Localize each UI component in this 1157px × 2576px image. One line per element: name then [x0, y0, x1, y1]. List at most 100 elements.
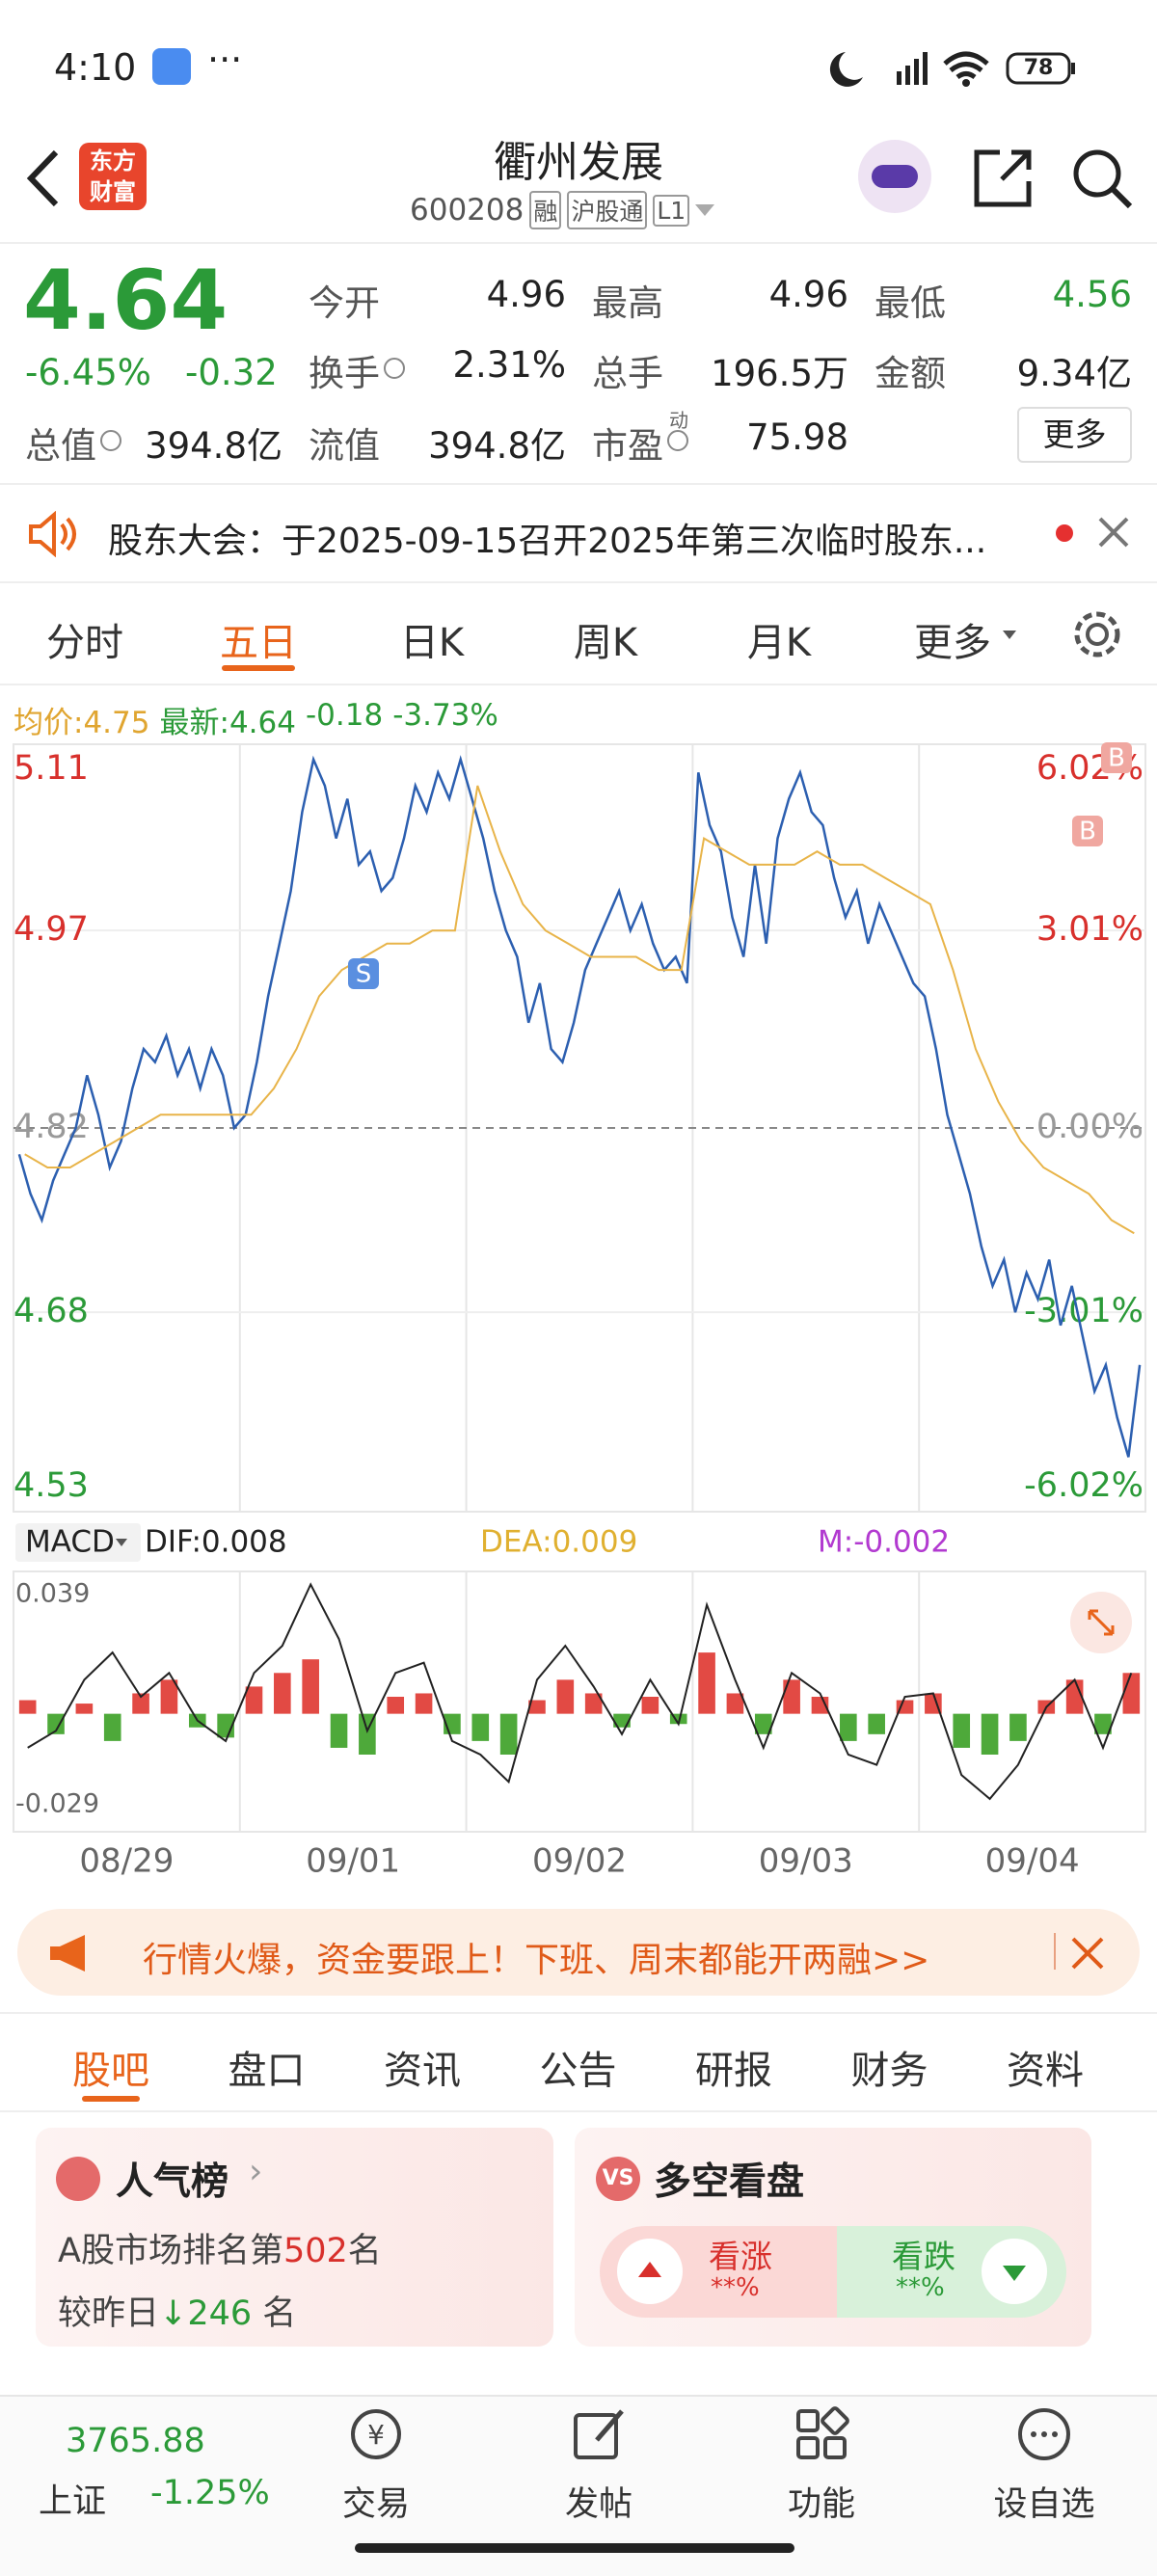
down-pct: **%: [896, 2273, 945, 2302]
stat-value: 196.5万: [711, 353, 848, 394]
avg-line: [24, 785, 1135, 1235]
up-label: 看涨: [709, 2238, 772, 2275]
chart-tab[interactable]: 更多: [914, 621, 991, 665]
chevron: ›: [249, 2152, 263, 2191]
index-value[interactable]: 3765.88: [66, 2422, 205, 2460]
section-tab[interactable]: 资讯: [384, 2049, 461, 2093]
stat-value: 9.34亿: [1016, 353, 1132, 394]
macd-dea: DEA:0.009: [480, 1525, 637, 1560]
section-tab[interactable]: 公告: [539, 2049, 617, 2093]
y2-tick-label: 0.00%: [1036, 1108, 1144, 1146]
settings-button[interactable]: [1070, 607, 1124, 661]
app-logo: 东方 财富: [79, 143, 147, 210]
chart: 5.11 6.02%4.97 3.01%4.82 0.00%4.68 -3.01%4.5…: [13, 742, 1146, 1881]
home-indicator: [355, 2543, 794, 2553]
macd-bar: [302, 1659, 319, 1714]
stock-code-row: 600208 融 沪股通 L1: [410, 191, 715, 229]
stat-value: 4.96: [486, 274, 566, 315]
price-line: [17, 755, 1142, 1458]
x-tick-label: 09/03: [759, 1842, 853, 1881]
stat-label: 换手: [309, 353, 380, 394]
macd-dif: DIF:0.008: [145, 1525, 287, 1560]
notice-text[interactable]: 股东大会：于2025-09-15召开2025年第三次临时股东...: [108, 522, 987, 561]
y2-tick-label: -6.02%: [1024, 1466, 1144, 1505]
close-notice[interactable]: [1097, 516, 1130, 549]
speaker-icon: [29, 511, 76, 557]
down-label: 看跌: [892, 2238, 955, 2275]
megaphone-icon: [50, 1935, 85, 1972]
nav-label[interactable]: 交易: [341, 2485, 410, 2524]
nav-icon[interactable]: [793, 2405, 850, 2463]
chart-tab[interactable]: 周K: [573, 621, 638, 665]
tab-underline: [82, 2096, 140, 2102]
nav-label[interactable]: 功能: [787, 2485, 855, 2524]
promo-banner[interactable]: [17, 1909, 1140, 1996]
macd-bar: [840, 1713, 857, 1741]
close-banner[interactable]: [1070, 1936, 1105, 1971]
rank-value: 502: [283, 2232, 348, 2270]
macd-bar: [953, 1713, 971, 1748]
last-label: 最新:: [159, 706, 229, 740]
up-button[interactable]: [617, 2239, 683, 2304]
share-button[interactable]: [969, 145, 1036, 212]
macd-bar: [415, 1693, 433, 1714]
index-name[interactable]: 上证: [39, 2482, 107, 2521]
section-tab[interactable]: 财务: [850, 2049, 928, 2093]
change: -0.32: [185, 352, 278, 393]
chart-tab[interactable]: 月K: [746, 621, 812, 665]
divider: [0, 684, 1157, 685]
chart-tab[interactable]: 日K: [399, 621, 465, 665]
search-button[interactable]: [1068, 145, 1136, 212]
stat-value: 394.8亿: [145, 425, 283, 467]
macd-bar: [669, 1713, 687, 1725]
battery-level: 78: [1023, 56, 1054, 80]
divider: [0, 581, 1157, 583]
down-button[interactable]: [982, 2239, 1047, 2304]
status-icons: [829, 51, 1075, 87]
banner-text[interactable]: 行情火爆，资金要跟上！下班、周末都能开两融>>: [143, 1941, 930, 1980]
nav-icon[interactable]: [570, 2405, 628, 2463]
rank-change-text: 较昨日: [58, 2294, 160, 2333]
rank-text: A股市场排名第: [58, 2232, 283, 2270]
info-icon[interactable]: [667, 430, 688, 451]
nav-icon[interactable]: ¥: [347, 2405, 405, 2463]
more-button[interactable]: 更多: [1017, 407, 1132, 463]
rank-card[interactable]: [36, 2128, 553, 2347]
section-tab[interactable]: 资料: [1007, 2049, 1084, 2093]
nav-label[interactable]: 设自选: [993, 2485, 1095, 2524]
stat-label: 金额: [874, 353, 946, 394]
back-button[interactable]: [19, 145, 67, 212]
macd-bar: [868, 1713, 885, 1734]
macd-bar: [160, 1679, 178, 1714]
rank-line: A股市场排名第502名: [58, 2223, 382, 2272]
index-change[interactable]: -1.25%: [150, 2474, 270, 2512]
chart-tab[interactable]: 分时: [46, 621, 123, 665]
section-tab[interactable]: 股吧: [72, 2049, 149, 2093]
divider: [0, 483, 1157, 485]
macd-bar: [330, 1713, 348, 1748]
tag: L1: [653, 194, 690, 227]
macd-selector: [15, 1523, 141, 1562]
macd-bar: [754, 1713, 772, 1734]
unread-dot: [1056, 524, 1073, 542]
stat-label: 总手: [592, 353, 663, 394]
macd-bar: [1009, 1713, 1027, 1741]
macd-bar: [584, 1693, 603, 1714]
vote-icon: VS: [596, 2157, 640, 2201]
macd-bar: [783, 1679, 800, 1714]
stat-label: 最低: [874, 282, 946, 324]
nav-icon[interactable]: [1015, 2405, 1073, 2463]
divider: [0, 242, 1157, 244]
assistant-avatar[interactable]: [858, 140, 931, 213]
info-icon[interactable]: [100, 430, 121, 451]
info-icon[interactable]: [384, 358, 405, 379]
nav-label[interactable]: 发帖: [564, 2485, 632, 2524]
trade-marker-label: S: [356, 960, 372, 989]
chart-tab[interactable]: 五日: [220, 621, 297, 665]
rank-change-line: 较昨日↓246 名: [58, 2294, 297, 2333]
dropdown-arrow[interactable]: [695, 204, 715, 216]
section-tab[interactable]: 盘口: [228, 2049, 306, 2093]
macd-bar: [528, 1700, 546, 1714]
app-icon: [152, 48, 191, 85]
section-tab[interactable]: 研报: [695, 2049, 772, 2093]
